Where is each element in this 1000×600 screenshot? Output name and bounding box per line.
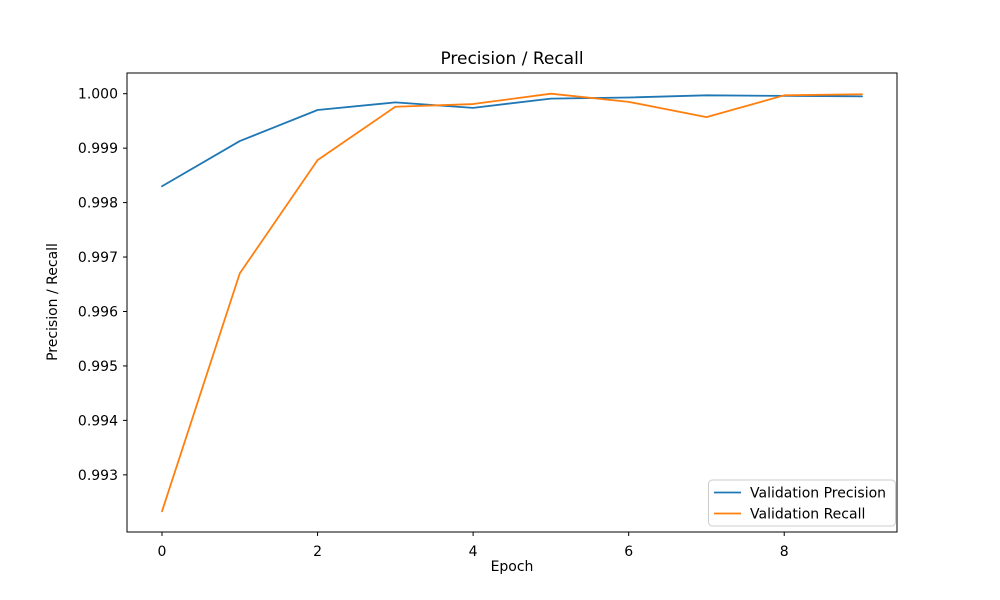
legend-label-precision: Validation Precision xyxy=(750,486,886,502)
x-tick-label: 4 xyxy=(469,544,478,560)
x-tick-label: 2 xyxy=(313,544,322,560)
x-tick-label: 8 xyxy=(780,544,789,560)
y-axis-label: Precision / Recall xyxy=(45,243,61,361)
y-tick-label: 0.995 xyxy=(78,359,118,375)
y-tick-label: 0.993 xyxy=(78,468,118,484)
legend: Validation Precision Validation Recall xyxy=(708,479,896,527)
y-tick-label: 1.000 xyxy=(78,87,118,103)
series-line-validation-recall xyxy=(161,92,863,513)
y-axis-ticks: 0.993 0.994 0.995 0.996 0.997 0.998 0.999 1.000 xyxy=(78,87,127,484)
series-line-validation-precision xyxy=(161,94,863,188)
x-tick-label: 6 xyxy=(624,544,633,560)
legend-label-recall: Validation Recall xyxy=(750,507,865,523)
y-tick-label: 0.996 xyxy=(78,304,118,320)
x-axis-ticks: 0 2 4 6 8 xyxy=(158,532,789,560)
x-axis-label: Epoch xyxy=(491,559,534,575)
plot-border xyxy=(126,72,898,533)
legend-box xyxy=(708,479,896,527)
y-tick-label: 0.999 xyxy=(78,141,118,157)
x-tick-label: 0 xyxy=(158,544,167,560)
chart-title: Precision / Recall xyxy=(440,49,583,69)
y-tick-label: 0.998 xyxy=(78,196,118,212)
y-tick-label: 0.997 xyxy=(78,250,118,266)
series-lines xyxy=(161,92,863,513)
y-tick-label: 0.994 xyxy=(78,413,118,429)
